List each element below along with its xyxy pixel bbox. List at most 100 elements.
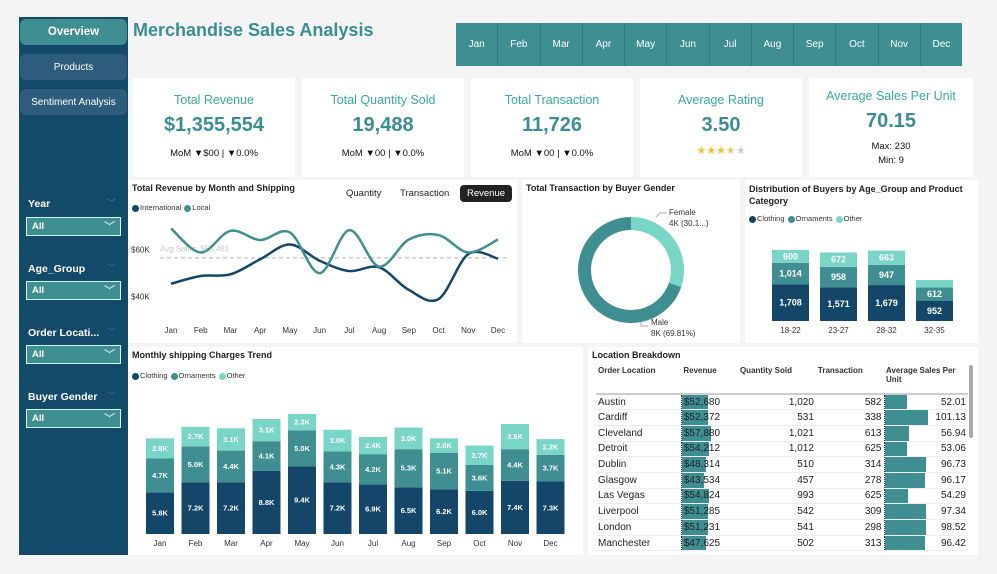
table-cell: 54.29 — [883, 488, 968, 505]
month-button-dec[interactable]: Dec — [932, 39, 951, 50]
month-button-may[interactable]: May — [625, 23, 668, 66]
filter-year-label: Year — [28, 198, 51, 210]
data-bar — [884, 504, 926, 519]
table-cell: 542 — [737, 503, 816, 520]
shipping-charges-bar-panel: Monthly shipping Charges Trend Clothing … — [128, 347, 583, 555]
data-bar — [884, 410, 928, 425]
table-row[interactable]: Austin $52,680 1,020 582 52.01 — [596, 394, 968, 411]
cell-text: 101.13 — [935, 412, 966, 424]
table-row[interactable]: Dublin $48,314 510 314 96.73 — [596, 456, 968, 473]
table-cell: 625 — [815, 441, 884, 458]
cell-text: 502 — [797, 537, 814, 549]
column-header[interactable]: Order Location — [596, 366, 682, 395]
table-row[interactable]: Cardiff $52,372 531 338 101.13 — [596, 409, 968, 426]
month-button-feb[interactable]: Feb — [498, 23, 541, 66]
legend-dot-icon — [787, 215, 795, 223]
cell-text: $54,824 — [683, 490, 721, 502]
kpi-total-quantity-sold: Total Quantity Sold 19,488 MoM ▼00 | ▼0.… — [302, 78, 464, 177]
cell-text: 97.34 — [940, 506, 966, 518]
table-row[interactable]: Glasgow $43,534 457 278 96.17 — [596, 472, 968, 489]
month-button-oct[interactable]: Oct — [836, 23, 879, 66]
month-button-mar[interactable]: Mar — [541, 23, 583, 66]
table-cell: $57,880 — [680, 425, 738, 442]
cell-text: London — [598, 521, 632, 533]
kpi-mom: MoM ▼00 | ▼0.0% — [510, 148, 594, 159]
toggle-quantity[interactable]: Quantity — [346, 188, 382, 199]
filter-year-dropdown[interactable]: All ﹀ — [26, 217, 121, 236]
nav-overview-button[interactable]: Overview — [20, 19, 127, 45]
data-bar — [884, 520, 927, 535]
column-header[interactable]: Quantity Sold — [737, 366, 816, 395]
cell-text: 613 — [864, 427, 882, 439]
month-button-aug[interactable]: Aug — [752, 23, 794, 66]
legend-dot-icon — [835, 215, 843, 223]
table-cell: $47,625 — [680, 535, 738, 552]
table-row[interactable]: Liverpool $51,285 542 309 97.34 — [596, 503, 968, 520]
column-header[interactable]: Average Sales Per Unit — [884, 366, 968, 395]
table-scrollbar[interactable] — [969, 365, 973, 438]
table-row[interactable]: Cleveland $57,880 1,021 613 56.94 — [596, 425, 968, 442]
cell-text: Glasgow — [598, 474, 637, 486]
table-cell: 1,020 — [737, 394, 816, 411]
month-button-jun[interactable]: Jun — [667, 23, 710, 66]
cell-text: $43,534 — [683, 474, 721, 486]
cell-text: 510 — [797, 459, 814, 471]
month-button-sep[interactable]: Sep — [794, 23, 837, 66]
legend-dot-icon — [132, 372, 139, 380]
sidebar: Overview Products Sentiment Analysis Yea… — [19, 17, 128, 555]
column-header[interactable]: Revenue — [681, 366, 738, 395]
filter-order-location-dropdown[interactable]: All ﹀ — [26, 345, 121, 364]
nav-sentiment-analysis-button[interactable]: Sentiment Analysis — [20, 89, 127, 115]
revenue-line-chart-panel: Total Revenue by Month and Shipping Inte… — [128, 180, 517, 343]
data-bar — [884, 472, 926, 488]
chart-legend: Clothing Ornaments Other — [132, 371, 245, 380]
chevron-down-icon[interactable]: ﹀ — [107, 198, 117, 208]
table-row[interactable]: Las Vegas $54,824 993 625 54.29 — [596, 488, 968, 505]
star-icon: ★ — [725, 145, 736, 157]
toggle-transaction[interactable]: Transaction — [400, 188, 450, 199]
table-cell: 531 — [737, 409, 816, 426]
star-rating: ★★★★★ — [640, 144, 802, 157]
table-cell: Las Vegas — [596, 488, 682, 505]
nav-products-button[interactable]: Products — [20, 54, 127, 80]
cell-text: 56.94 — [940, 427, 966, 439]
kpi-value: 3.50 — [701, 114, 741, 136]
filter-age-group-dropdown[interactable]: All ﹀ — [26, 281, 121, 300]
kpi-total-revenue: Total Revenue $1,355,554 MoM ▼$00 | ▼0.0… — [133, 78, 295, 177]
cell-text: 96.42 — [940, 537, 966, 549]
chevron-down-icon[interactable]: ﹀ — [107, 263, 117, 273]
legend-label: Local — [192, 203, 211, 212]
toggle-revenue[interactable]: Revenue — [460, 185, 513, 202]
table-cell: Cleveland — [596, 425, 682, 442]
table-cell: 96.17 — [883, 472, 968, 489]
month-button-apr[interactable]: Apr — [583, 23, 625, 66]
chevron-down-icon[interactable]: ﹀ — [107, 327, 117, 337]
legend-label: Ornaments — [795, 214, 833, 223]
month-button-jul[interactable]: Jul — [710, 23, 752, 66]
data-bar — [681, 457, 707, 472]
table-row[interactable]: Detroit $54,212 1,012 625 53.06 — [596, 441, 968, 458]
cell-text: 298 — [864, 521, 882, 533]
column-header[interactable]: Transaction — [815, 366, 884, 395]
kpi-label: Total Revenue — [174, 93, 254, 107]
table-cell: Austin — [596, 394, 682, 411]
data-bar — [681, 395, 709, 410]
table-row[interactable]: London $51,231 541 298 98.52 — [596, 519, 968, 536]
cell-text: Austin — [598, 396, 626, 408]
table-row[interactable]: Manchester $47,625 502 313 96.42 — [596, 535, 968, 552]
legend-label: Clothing — [140, 371, 168, 380]
month-button-jan[interactable]: Jan — [456, 23, 499, 66]
filter-buyer-gender-dropdown[interactable]: All ﹀ — [26, 409, 121, 428]
table-cell: $51,231 — [680, 519, 738, 536]
legend-dot-icon — [170, 372, 178, 380]
cell-text: $54,212 — [683, 443, 721, 455]
kpi-label: Total Transaction — [504, 93, 600, 107]
cell-text: 531 — [797, 412, 814, 424]
table-cell: London — [596, 519, 682, 536]
data-bar — [884, 425, 909, 441]
data-bar — [681, 488, 710, 504]
kpi-value: $1,355,554 — [163, 114, 265, 136]
month-button-nov[interactable]: Nov — [879, 23, 921, 66]
data-bar — [884, 395, 907, 410]
chevron-down-icon[interactable]: ﹀ — [107, 391, 117, 401]
